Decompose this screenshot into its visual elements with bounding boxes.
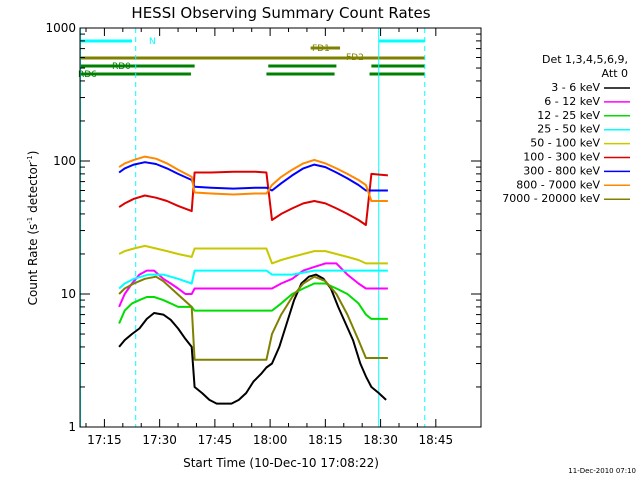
x-tick-label: 18:00 [253,433,288,447]
x-axis-ticks: 17:15 17:30 17:45 18:00 18:15 18:30 18:45 [85,28,454,447]
series-7000-20000-kev [118,275,388,361]
x-tick-label: 18:45 [419,433,454,447]
y-axis-label-mid: detector [26,162,40,217]
y-axis-label: Count Rate (s-1 detector-1) [26,151,40,306]
x-tick-label: 17:15 [87,433,122,447]
vertical-marker-lines [79,28,426,427]
legend-label-7000-20000-kev: 7000 - 20000 keV [502,192,600,205]
y-axis-label-sup2: -1 [26,155,34,162]
legend-label-3-6-kev: 3 - 6 keV [551,81,600,94]
legend-label-800-7000-kev: 800 - 7000 keV [516,178,600,191]
series-25-50-kev [118,269,388,290]
legend-label-300-800-kev: 300 - 800 keV [523,164,600,177]
flag-label-rd6: RD6 [78,70,97,80]
y-tick-label: 1 [68,420,76,434]
flag-label-n: N [149,37,156,47]
series-6-12-kev [118,262,388,308]
legend-label-25-50-kev: 25 - 50 keV [537,123,600,136]
x-tick-label: 17:30 [142,433,177,447]
series-100-300-kev [118,170,388,226]
x-tick-label: 18:15 [308,433,343,447]
series-12-25-kev [118,282,388,324]
flag-label-fd1: FD1 [312,44,330,54]
flag-label-fd2: FD2 [346,53,364,63]
y-tick-label: 100 [53,154,76,168]
series-50-100-kev [118,244,388,265]
chart-title: HESSI Observing Summary Count Rates [131,4,430,22]
status-flag-bars: N FD1 FD2 RD0 RD6 [78,37,425,80]
legend-header-attenuator: Att 0 [602,67,628,80]
legend-label-100-300-kev: 100 - 300 keV [523,151,600,164]
series-800-7000-kev [118,155,388,202]
y-axis-label-sup1: -1 [26,217,34,224]
legend-label-12-25-kev: 12 - 25 keV [537,109,600,122]
x-tick-label: 17:45 [198,433,233,447]
y-axis-label-end: ) [26,151,40,156]
legend-label-6-12-kev: 6 - 12 keV [544,95,600,108]
legend-label-50-100-kev: 50 - 100 keV [530,137,600,150]
y-tick-label: 10 [61,287,76,301]
legend-header-detectors: Det 1,3,4,5,6,9, [542,53,628,66]
footer-date: 11-Dec-2010 07:10 [568,467,636,475]
flag-label-rd0: RD0 [112,62,131,72]
series-300-800-kev [118,161,388,192]
x-axis-label: Start Time (10-Dec-10 17:08:22) [183,456,379,470]
plot-frame [79,27,482,428]
y-tick-label: 1000 [45,21,76,35]
y-axis-label-main: Count Rate (s [26,224,40,306]
y-axis-ticks: 1 10 100 1000 [45,21,481,434]
series-3-6-kev [118,273,387,405]
plot-series-group [118,155,388,405]
x-tick-label: 18:30 [363,433,398,447]
